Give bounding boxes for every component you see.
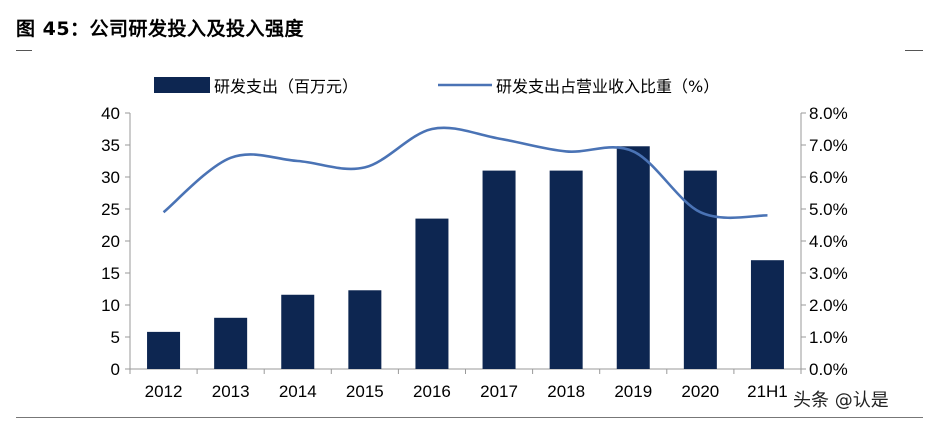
right-tick-label: 8.0% [809, 104, 848, 123]
x-tick-label: 2012 [145, 382, 183, 401]
x-tick-label: 2017 [480, 382, 518, 401]
x-tick-label: 21H1 [747, 382, 788, 401]
left-tick-label: 40 [101, 104, 120, 123]
ratio-line [162, 126, 768, 220]
bar [683, 170, 717, 369]
bar [549, 170, 583, 369]
right-tick-label: 0.0% [809, 360, 848, 379]
right-tick-label: 6.0% [809, 168, 848, 187]
x-tick-label: 2016 [413, 382, 451, 401]
bar [281, 294, 315, 369]
bar [415, 218, 449, 369]
right-tick-label: 1.0% [809, 328, 848, 347]
left-tick-label: 25 [101, 200, 120, 219]
bar [482, 170, 516, 369]
left-tick-label: 10 [101, 296, 120, 315]
x-tick-label: 2020 [681, 382, 719, 401]
right-tick-label: 5.0% [809, 200, 848, 219]
watermark: 头条 @认是 [793, 390, 889, 411]
bar [214, 317, 248, 369]
header-rule-right [905, 50, 923, 51]
header-rule-left [16, 50, 32, 51]
right-tick-label: 3.0% [809, 264, 848, 283]
bar [348, 290, 382, 369]
left-tick-label: 5 [111, 328, 120, 347]
left-tick-label: 30 [101, 168, 120, 187]
bar [147, 331, 181, 369]
x-tick-label: 2014 [279, 382, 317, 401]
right-tick-label: 2.0% [809, 296, 848, 315]
left-tick-label: 0 [111, 360, 120, 379]
legend-line-label: 研发支出占营业收入比重（%） [496, 77, 719, 96]
legend-bar-label: 研发支出（百万元） [214, 77, 358, 96]
x-tick-label: 2013 [212, 382, 250, 401]
x-tick-label: 2015 [346, 382, 384, 401]
left-tick-label: 15 [101, 264, 120, 283]
right-tick-label: 4.0% [809, 232, 848, 251]
left-tick-label: 20 [101, 232, 120, 251]
bar [750, 260, 784, 369]
footer-rule [16, 417, 923, 418]
right-tick-label: 7.0% [809, 136, 848, 155]
figure-title: 图 45：公司研发投入及投入强度 [16, 18, 305, 40]
x-tick-label: 2018 [547, 382, 585, 401]
x-tick-label: 2019 [614, 382, 652, 401]
left-tick-label: 35 [101, 136, 120, 155]
bar [616, 146, 650, 369]
legend-bar-swatch [154, 77, 210, 93]
